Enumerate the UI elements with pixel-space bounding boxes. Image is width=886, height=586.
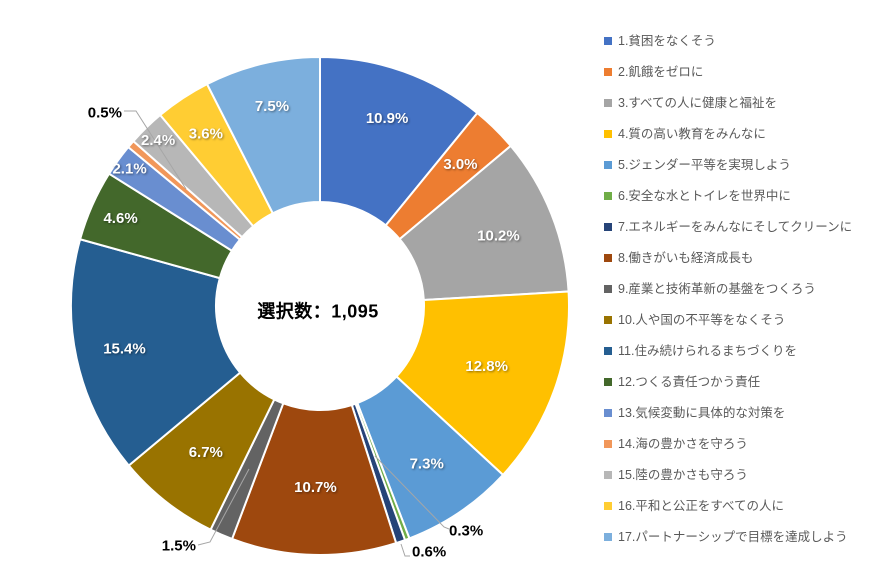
legend-marker-icon <box>604 192 612 200</box>
legend-marker-icon <box>604 37 612 45</box>
legend-item-13: 13.気候変動に具体的な対策を <box>604 405 856 421</box>
slice-callout-label-14: 0.5% <box>88 104 122 121</box>
legend-marker-icon <box>604 99 612 107</box>
leader-line-14 <box>124 110 187 190</box>
legend-item-label: 13.気候変動に具体的な対策を <box>618 406 786 420</box>
legend-item-17: 17.パートナーシップで目標を達成しよう <box>604 529 856 545</box>
leader-line-6 <box>374 455 450 530</box>
slice-label-5: 7.3% <box>410 455 444 472</box>
leader-line-9 <box>197 468 250 546</box>
legend-item-label: 16.平和と公正をすべての人に <box>618 499 785 513</box>
donut-slice-17 <box>206 56 321 215</box>
legend-marker-icon <box>604 471 612 479</box>
slice-label-2: 3.0% <box>443 156 477 173</box>
donut-chart: 10.9% 3.0% 10.2% 12.8% 7.3% 0.3%0.6% 10.7% 1.5%… <box>70 56 570 560</box>
slice-label-15: 2.4% <box>141 132 175 149</box>
legend-marker-icon <box>604 161 612 169</box>
legend-item-4: 4.質の高い教育をみんなに <box>604 126 856 142</box>
legend-item-label: 14.海の豊かさを守ろう <box>618 437 748 451</box>
legend-marker-icon <box>604 409 612 417</box>
legend-item-3: 3.すべての人に健康と福祉を <box>604 95 856 111</box>
legend-marker-icon <box>604 130 612 138</box>
slice-label-10: 6.7% <box>189 444 223 461</box>
legend-item-label: 1.貧困をなくそう <box>618 34 716 48</box>
legend-item-10: 10.人や国の不平等をなくそう <box>604 312 856 328</box>
legend-item-label: 15.陸の豊かさも守ろう <box>618 468 748 482</box>
slice-label-17: 7.5% <box>255 98 289 115</box>
legend-marker-icon <box>604 347 612 355</box>
slice-callout-label-6: 0.3% <box>449 522 483 539</box>
legend-item-1: 1.貧困をなくそう <box>604 33 856 49</box>
slice-label-12: 4.6% <box>103 210 137 227</box>
legend-item-label: 8.働きがいも経済成長も <box>618 251 754 265</box>
legend-item-label: 17.パートナーシップで目標を達成しよう <box>618 530 848 544</box>
center-total-label: 選択数：1,095 <box>257 300 379 321</box>
legend-item-8: 8.働きがいも経済成長も <box>604 250 856 266</box>
legend-marker-icon <box>604 502 612 510</box>
leader-line-7 <box>400 543 410 557</box>
legend-item-label: 7.エネルギーをみんなにそしてクリーンに <box>618 220 853 234</box>
donut-slice-4 <box>395 290 570 476</box>
legend-marker-icon <box>604 285 612 293</box>
donut-slice-11 <box>70 238 242 467</box>
legend-item-12: 12.つくる責任つかう責任 <box>604 374 856 390</box>
legend-item-label: 12.つくる責任つかう責任 <box>618 375 761 389</box>
legend-item-2: 2.飢餓をゼロに <box>604 64 856 80</box>
legend-item-label: 10.人や国の不平等をなくそう <box>618 313 786 327</box>
slice-callout-label-9: 1.5% <box>162 537 196 554</box>
legend-item-label: 5.ジェンダー平等を実現しよう <box>618 158 791 172</box>
slice-label-13: 2.1% <box>112 161 146 178</box>
legend-marker-icon <box>604 68 612 76</box>
slice-label-16: 3.6% <box>189 126 223 143</box>
donut-slice-3 <box>398 144 570 301</box>
legend-item-6: 6.安全な水とトイレを世界中に <box>604 188 856 204</box>
legend-item-label: 2.飢餓をゼロに <box>618 65 704 79</box>
legend-marker-icon <box>604 223 612 231</box>
slice-label-4: 12.8% <box>465 358 508 375</box>
legend-item-15: 15.陸の豊かさも守ろう <box>604 467 856 483</box>
slice-callout-label-7: 0.6% <box>412 543 446 560</box>
slice-label-3: 10.2% <box>477 227 520 244</box>
legend-item-9: 9.産業と技術革新の基盤をつくろう <box>604 281 856 297</box>
slice-label-1: 10.9% <box>366 110 409 127</box>
legend-item-label: 6.安全な水とトイレを世界中に <box>618 189 791 203</box>
legend-marker-icon <box>604 378 612 386</box>
legend-marker-icon <box>604 533 612 541</box>
legend-item-label: 3.すべての人に健康と福祉を <box>618 96 778 110</box>
legend-item-11: 11.住み続けられるまちづくりを <box>604 343 856 359</box>
chart-legend: 1.貧困をなくそう 2.飢餓をゼロに 3.すべての人に健康と福祉を 4.質の高い教育を… <box>604 0 856 586</box>
donut-slices-group <box>70 56 570 556</box>
legend-marker-icon <box>604 440 612 448</box>
legend-item-label: 11.住み続けられるまちづくりを <box>618 344 797 358</box>
legend-item-label: 9.産業と技術革新の基盤をつくろう <box>618 282 816 296</box>
legend-marker-icon <box>604 316 612 324</box>
slice-label-11: 15.4% <box>103 340 146 357</box>
legend-item-14: 14.海の豊かさを守ろう <box>604 436 856 452</box>
legend-item-label: 4.質の高い教育をみんなに <box>618 127 766 141</box>
legend-item-5: 5.ジェンダー平等を実現しよう <box>604 157 856 173</box>
legend-item-7: 7.エネルギーをみんなにそしてクリーンに <box>604 219 856 235</box>
donut-labels-group: 10.9% 3.0% 10.2% 12.8% 7.3% 0.3%0.6% 10.7% 1.5%… <box>88 98 520 560</box>
slice-label-8: 10.7% <box>294 479 337 496</box>
legend-item-16: 16.平和と公正をすべての人に <box>604 498 856 514</box>
legend-marker-icon <box>604 254 612 262</box>
